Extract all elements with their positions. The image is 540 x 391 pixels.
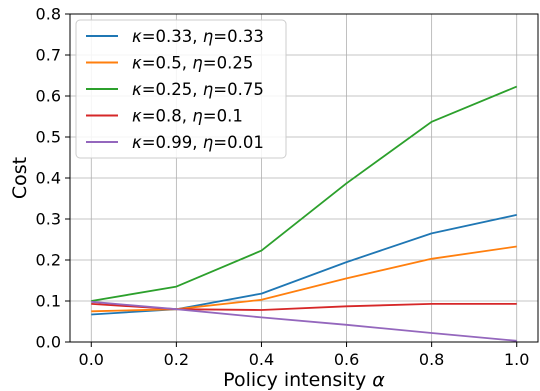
- y-tick-label: 0.8: [36, 5, 61, 24]
- series-line-5: [91, 300, 517, 342]
- y-tick-label: 0.0: [36, 333, 61, 352]
- x-axis-label-symbol: α: [372, 369, 385, 391]
- x-tick-label: 0.2: [164, 350, 189, 369]
- y-tick-label: 0.2: [36, 251, 61, 270]
- y-tick-label: 0.3: [36, 210, 61, 229]
- series-lines: [91, 85, 518, 342]
- legend-label: κ=0.8, η=0.1: [132, 107, 243, 126]
- legend-label: κ=0.99, η=0.01: [132, 133, 264, 152]
- y-tick-label: 0.4: [36, 169, 61, 188]
- x-axis-label-text: Policy intensity: [223, 369, 366, 391]
- x-tick-label: 0.0: [79, 350, 104, 369]
- x-tick-label: 0.8: [419, 350, 444, 369]
- x-tick-label: 0.6: [334, 350, 359, 369]
- series-line-3: [91, 85, 518, 302]
- y-tick-label: 0.5: [36, 128, 61, 147]
- y-tick-label: 0.7: [36, 46, 61, 65]
- legend-label: κ=0.33, η=0.33: [132, 27, 264, 46]
- series-line-2: [91, 245, 517, 313]
- x-tick-label: 1.0: [504, 350, 529, 369]
- legend-label: κ=0.25, η=0.75: [132, 80, 264, 99]
- legend: κ=0.33, η=0.33 κ=0.5, η=0.25 κ=0.25, η=0.7…: [75, 19, 287, 159]
- series-line-1: [91, 214, 517, 316]
- axis-ticks: 0.0 0.2 0.4 0.6 0.8 1.0 0.0 0.1 0.2 0.3 0.4 0.5 0.6 0…: [36, 5, 530, 370]
- x-tick-label: 0.4: [249, 350, 274, 369]
- legend-box: [75, 19, 287, 159]
- y-tick-label: 0.1: [36, 292, 61, 311]
- legend-label: κ=0.5, η=0.25: [132, 54, 253, 73]
- y-axis-label: Cost: [9, 157, 31, 199]
- y-tick-label: 0.6: [36, 87, 61, 106]
- x-axis-label: Policy intensity α: [223, 369, 385, 391]
